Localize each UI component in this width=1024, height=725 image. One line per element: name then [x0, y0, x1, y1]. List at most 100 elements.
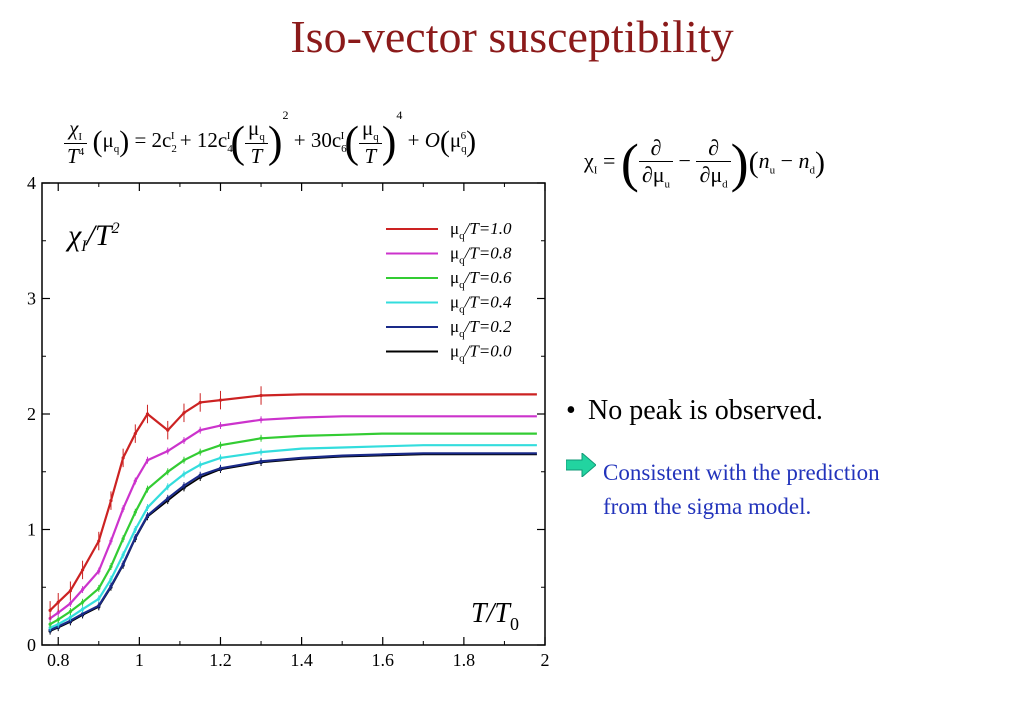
formula-chi: χ	[69, 115, 79, 140]
data-point	[145, 412, 150, 416]
y-tick-label: 3	[27, 289, 36, 309]
def-partial-2: ∂	[708, 135, 719, 161]
def-sub-u: u	[664, 178, 671, 191]
def-mu-u: μ	[652, 162, 665, 188]
formula-frac-den: T	[250, 143, 263, 168]
formula-term2: 12c	[196, 128, 228, 152]
legend-label: μq/T=1.0	[450, 219, 512, 242]
data-point	[198, 473, 202, 477]
chart-axes: 0.8 1 1.2 1.4 1.6 1.8 2 0 1 2 3 4	[27, 173, 550, 670]
bullet-text: No peak is observed.	[588, 395, 823, 426]
x-tick-label: 1.8	[453, 650, 476, 670]
formula-mu: μ	[102, 128, 114, 152]
x-axis-label-text: T/T	[471, 598, 512, 629]
y-tick-label: 4	[27, 173, 36, 193]
formula-term3: 30c	[310, 128, 342, 152]
isovector-definition-formula: χI = (∂ ∂μu − ∂ ∂μd)(nu − nd)	[584, 133, 826, 193]
formula-term2-sub: 4	[227, 143, 233, 156]
x-tick-label: 2	[541, 650, 550, 670]
data-point	[198, 428, 202, 432]
data-point	[133, 479, 137, 483]
data-point	[97, 604, 101, 608]
y-tick-label: 0	[27, 635, 36, 655]
data-point	[182, 458, 186, 462]
formula-chi-sub: I	[78, 130, 83, 143]
formula-term1-sup: I	[170, 130, 175, 142]
data-point	[48, 626, 52, 630]
data-point	[56, 617, 60, 622]
x-tick-label: 0.8	[47, 650, 70, 670]
data-point	[182, 438, 186, 443]
x-tick-label: 1	[135, 650, 144, 670]
x-axis-label: T/T0	[471, 598, 519, 634]
data-point	[145, 458, 150, 462]
data-point	[198, 450, 202, 454]
def-partial-2d: ∂	[699, 162, 711, 188]
data-point	[109, 539, 113, 543]
data-point	[80, 612, 85, 616]
data-point	[198, 400, 202, 405]
data-point	[68, 615, 72, 619]
note-line-2: from the sigma model.	[603, 494, 812, 519]
formula-term3-sup: I	[340, 130, 345, 142]
legend-label: μq/T=0.0	[450, 342, 512, 365]
series-line	[49, 393, 537, 612]
formula-order-sup: 6	[460, 130, 467, 142]
def-n-u: n	[758, 148, 770, 174]
data-point	[97, 597, 101, 601]
formula-term1-sub: 2	[171, 143, 177, 156]
formula-term2-pow: 2	[282, 108, 289, 122]
page-title: Iso-vector susceptibility	[290, 11, 734, 62]
data-point	[121, 562, 125, 566]
data-point	[259, 393, 263, 398]
y-axis-label-chi: χ	[65, 219, 82, 252]
bullet-point: • No peak is observed.	[566, 395, 823, 427]
x-tick-label: 1.6	[371, 650, 394, 670]
data-point	[109, 577, 113, 581]
legend-label: μq/T=0.4	[450, 293, 512, 316]
data-point	[97, 539, 101, 543]
data-point	[121, 507, 125, 511]
formula-frac-num-sub: q	[259, 130, 265, 143]
def-chi: χ	[584, 148, 594, 174]
chart-series	[48, 386, 537, 635]
series-line	[49, 415, 537, 620]
data-point	[56, 611, 60, 615]
data-point	[68, 601, 72, 606]
data-point	[80, 607, 85, 611]
x-tick-label: 1.2	[209, 650, 232, 670]
data-point	[166, 470, 170, 474]
data-point	[182, 411, 186, 415]
formula-term3-pow: 4	[396, 108, 403, 122]
data-point	[218, 466, 223, 470]
data-point	[121, 553, 125, 557]
data-point	[121, 537, 125, 541]
data-point	[145, 487, 150, 491]
data-point	[259, 418, 263, 422]
data-point	[68, 589, 72, 593]
susceptibility-expansion-formula: χI T4 (μq) = 2c2I + 12c4I(μq T)2 + 30c6I(…	[64, 108, 476, 169]
data-point	[48, 608, 52, 612]
def-partial-1d: ∂	[641, 162, 653, 188]
data-point	[166, 428, 170, 432]
series-line	[49, 453, 537, 632]
data-point	[109, 564, 113, 569]
y-tick-label: 1	[27, 520, 36, 540]
y-axis-label-sup: 2	[112, 220, 120, 237]
data-point	[145, 514, 150, 518]
formula-frac2-num-sub: q	[373, 130, 379, 143]
data-point	[218, 443, 223, 447]
note-line-1: Consistent with the prediction	[603, 460, 880, 485]
formula-order: O	[424, 128, 440, 152]
formula-term1: 2c	[151, 128, 172, 152]
data-point	[259, 450, 263, 454]
data-point	[109, 584, 113, 588]
data-point	[259, 459, 263, 463]
bullet-dot-icon: •	[566, 395, 576, 426]
data-point	[121, 456, 125, 460]
data-point	[133, 510, 137, 514]
formula-frac-num: μ	[248, 115, 260, 140]
formula-order-mu: μ	[449, 128, 462, 152]
data-point	[68, 609, 72, 614]
data-point	[133, 535, 137, 540]
